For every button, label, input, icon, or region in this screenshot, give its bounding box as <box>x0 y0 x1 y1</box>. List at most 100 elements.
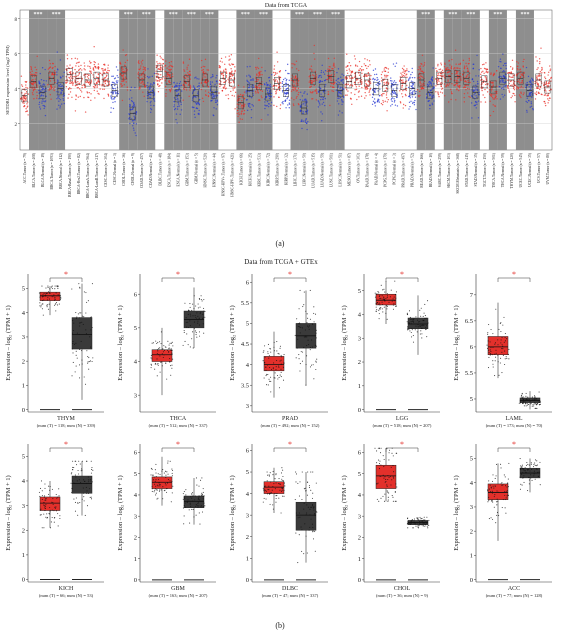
point-51-7 <box>483 67 486 70</box>
point-48-12 <box>455 99 457 101</box>
tumor-point <box>487 333 489 335</box>
point-54-34 <box>507 87 509 89</box>
point-56-1 <box>530 84 532 87</box>
tumor-point <box>39 514 41 516</box>
point-14-45 <box>150 83 152 85</box>
point-30-6 <box>298 79 300 82</box>
point-7-26 <box>83 62 85 64</box>
tumor-point <box>171 480 173 483</box>
tumor-point <box>378 295 380 298</box>
tumor-point <box>167 349 169 351</box>
point-22-53 <box>219 85 221 88</box>
normal-point <box>315 329 317 331</box>
point-29-17 <box>284 85 286 88</box>
point-9-0 <box>103 88 106 90</box>
tumor-point <box>57 496 59 498</box>
tumor-point <box>395 452 397 454</box>
tumor-point <box>39 495 41 497</box>
point-24-26 <box>238 113 240 116</box>
y-tick-label: 5 <box>470 396 473 403</box>
point-50-42 <box>474 89 476 91</box>
point-34-53 <box>329 76 331 79</box>
point-11-44 <box>122 77 125 79</box>
tumor-point <box>264 356 266 358</box>
point-38-54 <box>364 86 366 89</box>
normal-point <box>189 313 191 315</box>
tumor-point <box>43 527 45 529</box>
point-44-20 <box>422 65 424 67</box>
y-tick-label: 1 <box>22 383 25 390</box>
normal-point <box>522 403 524 405</box>
normal-point <box>303 508 305 510</box>
point-21-19 <box>211 73 214 76</box>
point-46-28 <box>436 70 438 73</box>
point-1-27 <box>30 68 33 71</box>
point-7-38 <box>84 69 86 71</box>
point-7-52 <box>85 81 87 83</box>
point-0-4 <box>24 92 26 95</box>
point-45-44 <box>428 80 431 83</box>
normal-point <box>305 535 307 537</box>
y-tick-label: 3 <box>246 403 249 410</box>
point-29-38 <box>287 72 289 75</box>
point-12-34 <box>132 127 135 129</box>
tumor-point <box>157 349 159 351</box>
point-30-51 <box>294 77 297 79</box>
tumor-point <box>382 289 384 291</box>
normal-point <box>313 321 315 323</box>
point-5-19 <box>66 81 68 83</box>
point-29-21 <box>285 82 287 84</box>
normal-point <box>422 324 424 326</box>
point-2-7 <box>44 68 46 71</box>
normal-point <box>406 326 409 328</box>
point-21-32 <box>215 108 217 110</box>
point-8-43 <box>97 79 99 81</box>
tumor-point <box>387 478 389 481</box>
point-30-40 <box>292 103 295 105</box>
point-55-17 <box>515 75 518 77</box>
point-20-18 <box>200 59 203 62</box>
point-7-28 <box>83 74 85 76</box>
point-52-23 <box>490 90 493 92</box>
point-9-52 <box>103 63 106 66</box>
point-1-32 <box>29 71 32 74</box>
point-27-27 <box>269 85 272 88</box>
point-26-27 <box>254 66 257 69</box>
point-30-47 <box>294 64 296 66</box>
point-53-8 <box>505 67 507 70</box>
tumor-point <box>492 333 494 335</box>
y-tick-label: 7 <box>470 292 474 299</box>
point-10-5 <box>110 95 112 97</box>
point-35-10 <box>337 81 339 83</box>
normal-point <box>300 526 302 528</box>
point-30-10 <box>293 87 296 89</box>
point-48-19 <box>459 67 461 70</box>
point-39-50 <box>378 99 380 101</box>
point-48-42 <box>456 74 459 77</box>
tumor-point <box>263 497 265 499</box>
point-48-27 <box>458 63 460 65</box>
point-54-19 <box>514 94 516 97</box>
tumor-point <box>38 491 40 493</box>
point-18-3 <box>186 75 188 78</box>
point-2-20 <box>41 102 43 104</box>
point-32-22 <box>311 69 313 71</box>
point-22-9 <box>225 76 228 78</box>
point-33-40 <box>318 101 320 103</box>
normal-point <box>70 473 72 475</box>
point-31-21 <box>301 119 303 121</box>
point-22-34 <box>225 94 227 96</box>
tumor-point <box>283 354 285 356</box>
point-17-27 <box>179 113 181 116</box>
group-highlight-4 <box>56 10 66 150</box>
normal-point <box>418 525 420 527</box>
normal-point <box>304 487 306 489</box>
point-27-10 <box>266 104 268 107</box>
tumor-point <box>488 352 490 354</box>
normal-point <box>74 474 76 476</box>
point-2-30 <box>40 86 43 89</box>
point-22-39 <box>219 60 222 62</box>
point-48-7 <box>456 71 458 73</box>
point-6-22 <box>79 67 82 70</box>
